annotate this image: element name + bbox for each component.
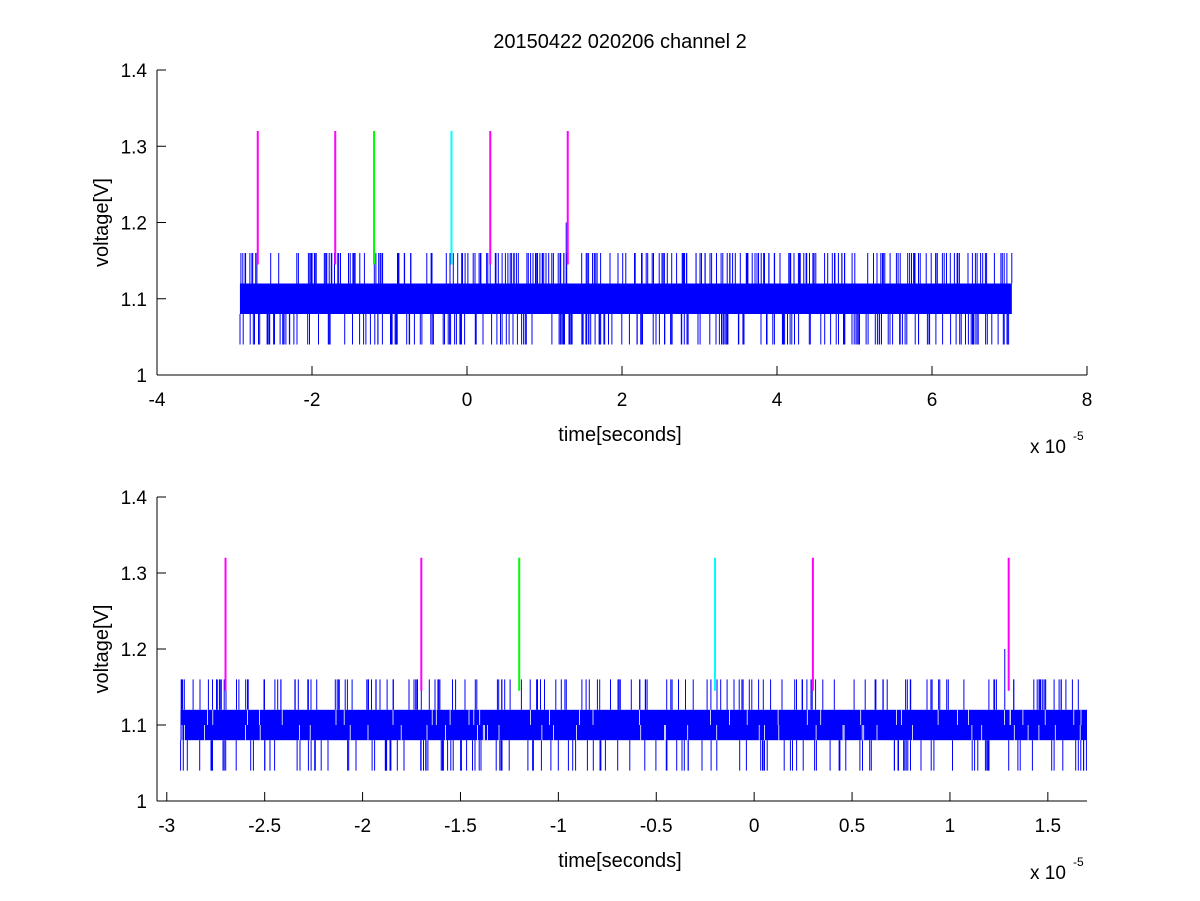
x-tick-label: 8 xyxy=(1082,390,1093,411)
x-tick-label: -2 xyxy=(304,390,321,411)
x-tick-label: 0 xyxy=(462,390,473,411)
x-tick-label: 0 xyxy=(749,816,760,837)
figure-title: 20150422 020206 channel 2 xyxy=(493,31,747,53)
x-tick-label: -2 xyxy=(354,816,371,837)
y-tick-label: 1.4 xyxy=(121,61,148,82)
y-tick-label: 1.2 xyxy=(121,214,147,235)
y-tick-label: 1.3 xyxy=(121,564,147,585)
x-tick-label: -2.5 xyxy=(248,816,281,837)
x-tick-label: -4 xyxy=(149,390,166,411)
x-tick-label: 4 xyxy=(772,390,783,411)
x-tick-label: -0.5 xyxy=(640,816,673,837)
x-tick-label: 6 xyxy=(927,390,938,411)
x-tick-label: 1 xyxy=(945,816,956,837)
signal-spikes xyxy=(239,222,1013,345)
y-tick-label: 1.4 xyxy=(121,488,148,509)
x-axis-label: time[seconds] xyxy=(558,424,681,446)
x-axis-label: time[seconds] xyxy=(558,850,681,872)
x-tick-label: 0.5 xyxy=(839,816,865,837)
signal-spikes xyxy=(180,649,1087,771)
x-multiplier-label: x 10 xyxy=(1030,437,1066,458)
y-tick-label: 1.1 xyxy=(121,290,147,311)
x-tick-label: -1.5 xyxy=(444,816,477,837)
bottom-plot: -3 -2.5 -2 -1.5 -1 -0.5 0 0.5 1 1.5 1 1.1 1.2 1.3 1.4 t… xyxy=(91,488,1087,884)
y-tick-label: 1.3 xyxy=(121,137,147,158)
y-tick-label: 1 xyxy=(136,366,147,387)
signal-band-texture xyxy=(181,709,1082,741)
top-plot: -4 -2 0 2 4 6 8 1 1.1 1.2 1.3 1.4 time[seconds] volta… xyxy=(91,61,1092,458)
y-axis-label: voltage[V] xyxy=(91,605,113,694)
x-multiplier-label: x 10 xyxy=(1030,863,1066,884)
y-tick-label: 1 xyxy=(136,792,147,813)
signal-band xyxy=(180,709,1087,741)
y-tick-label: 1.2 xyxy=(121,640,147,661)
x-tick-label: 2 xyxy=(617,390,628,411)
y-axis-label: voltage[V] xyxy=(91,178,113,267)
y-tick-label: 1.1 xyxy=(121,716,147,737)
x-tick-label: 1.5 xyxy=(1035,816,1061,837)
x-multiplier-exponent: -5 xyxy=(1073,855,1084,869)
signal-band xyxy=(239,283,1012,314)
x-multiplier-exponent: -5 xyxy=(1073,429,1084,443)
x-tick-label: -1 xyxy=(550,816,567,837)
x-tick-label: -3 xyxy=(158,816,175,837)
